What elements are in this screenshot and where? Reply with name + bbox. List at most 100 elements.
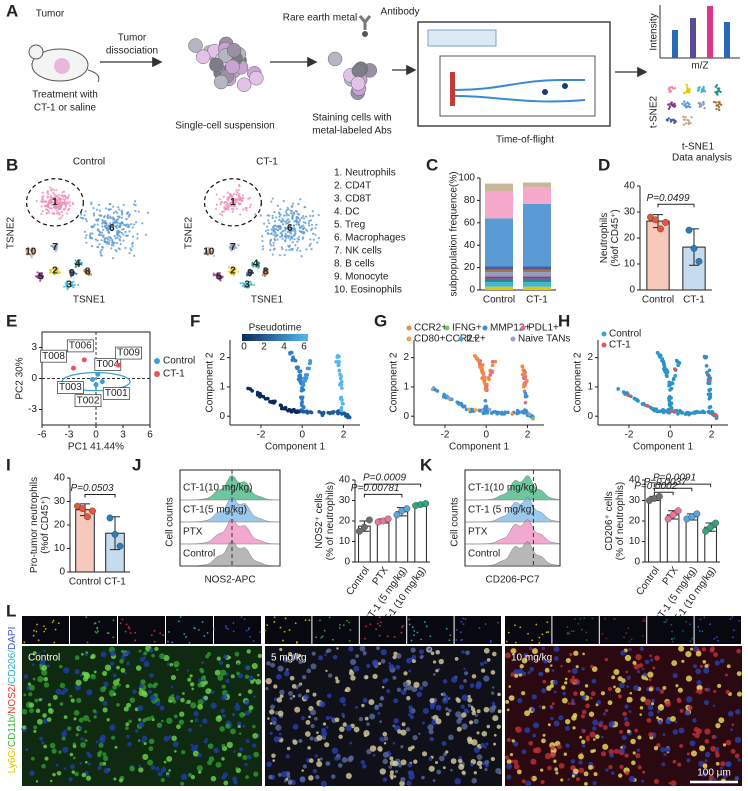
signal (633, 663, 640, 670)
signal (160, 719, 164, 723)
cell-dot (657, 352, 661, 357)
signal (21, 708, 28, 715)
signal (169, 663, 174, 667)
signal (75, 679, 82, 686)
signal (635, 654, 642, 661)
signal (87, 753, 93, 759)
signal (409, 714, 415, 720)
cell-dot (307, 222, 310, 225)
signal (350, 675, 356, 681)
signal (168, 695, 175, 702)
y-tick-label: 10 (629, 536, 641, 547)
signal (337, 763, 343, 768)
signal (473, 746, 480, 754)
cell-dot (98, 209, 102, 212)
cell-dot (130, 249, 133, 252)
cell-dot (236, 198, 239, 201)
signal (428, 765, 435, 772)
signal (305, 689, 310, 693)
signal (461, 650, 465, 654)
cell-dot (293, 229, 297, 232)
legend-marker (510, 336, 516, 342)
bar-segment (523, 286, 551, 290)
cell-dot (648, 405, 653, 410)
signal (602, 712, 607, 716)
cell-dot (299, 376, 303, 381)
signal (282, 639, 284, 642)
signal (239, 747, 244, 752)
tsne-illustration (673, 86, 677, 90)
cell-dot (266, 268, 270, 271)
cell-dot (441, 395, 446, 399)
signal (93, 622, 96, 625)
signal (690, 647, 694, 651)
signal (392, 741, 396, 745)
signal (284, 617, 287, 620)
signal (408, 618, 411, 621)
x-tick-label: 0 (483, 430, 489, 441)
cell-dot (47, 203, 50, 206)
label-box (115, 346, 142, 360)
signal (712, 704, 716, 708)
x-tick-label: -3 (65, 430, 74, 441)
signal (538, 636, 541, 639)
signal (189, 674, 193, 678)
cell-dot (261, 248, 264, 251)
cell-dot (227, 266, 231, 269)
tsne-illustration (717, 89, 721, 92)
signal (489, 641, 492, 644)
cell-dot (101, 218, 104, 222)
signal (408, 705, 413, 710)
signal (316, 761, 323, 768)
legend-label: IFNG+ (452, 323, 482, 334)
bracket (653, 491, 674, 496)
signal (635, 753, 641, 759)
signal (696, 728, 702, 735)
signal (266, 661, 271, 666)
signal (150, 715, 154, 719)
text: m/Z (691, 61, 708, 72)
signal (135, 729, 139, 733)
signal (29, 684, 35, 691)
signal (58, 664, 63, 669)
signal (208, 689, 212, 692)
signal (483, 675, 490, 682)
x-tick-label: Control (634, 565, 662, 598)
signal (43, 649, 46, 653)
signal (403, 687, 408, 691)
signal (648, 711, 654, 717)
signal (480, 668, 486, 673)
signal (225, 625, 227, 628)
text: t-SNE1 (682, 142, 715, 153)
signal (35, 780, 39, 783)
signal (704, 738, 710, 744)
cluster-label: 5 (216, 271, 222, 282)
cell-dot (268, 242, 272, 245)
signal (210, 775, 217, 782)
signal (435, 704, 442, 711)
signal (581, 728, 585, 732)
cell-dot (520, 372, 525, 377)
signal (607, 700, 613, 706)
cell-dot (124, 224, 127, 227)
signal (657, 704, 665, 711)
signal (382, 731, 388, 737)
decoration (450, 72, 455, 106)
cell-dot (98, 214, 101, 217)
signal (529, 666, 535, 672)
cell-dot (44, 208, 48, 211)
cell-dot (26, 253, 29, 256)
cell-dot (85, 220, 88, 223)
signal (355, 705, 358, 709)
signal (100, 651, 107, 658)
signal (71, 770, 76, 774)
signal (236, 662, 240, 666)
channel-image (359, 616, 407, 644)
signal (120, 649, 125, 654)
cell-dot (216, 275, 220, 278)
signal (319, 757, 323, 761)
panel-label: F (190, 311, 200, 330)
cell-dot (294, 244, 297, 247)
signal (581, 667, 585, 671)
signal (170, 685, 174, 689)
